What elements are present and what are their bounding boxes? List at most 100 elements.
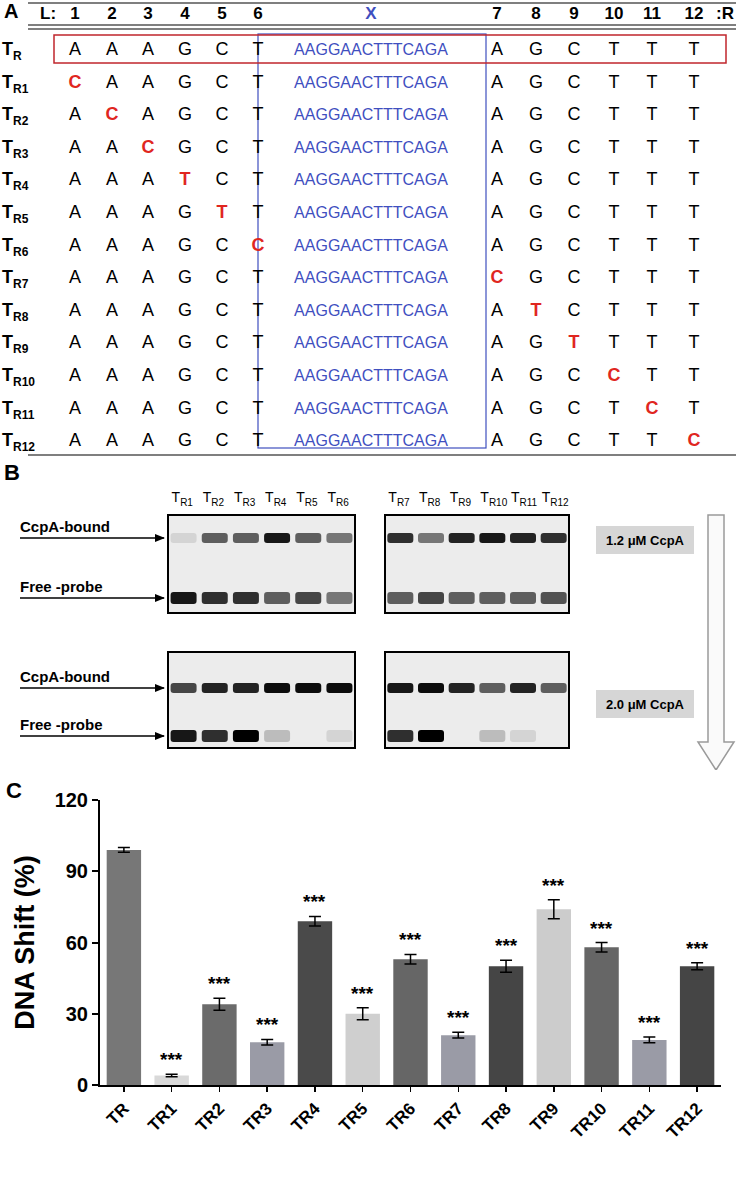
svg-text:T: T [647, 300, 658, 320]
svg-text:A: A [142, 235, 154, 255]
svg-text:3: 3 [143, 4, 152, 23]
svg-text:30: 30 [66, 1003, 88, 1025]
svg-text:A: A [106, 267, 118, 287]
svg-text:T: T [647, 39, 658, 59]
svg-text:T: T [689, 72, 700, 92]
svg-text:AAGGAACTTTCAGA: AAGGAACTTTCAGA [294, 334, 448, 351]
svg-text:TR7: TR7 [2, 267, 29, 291]
svg-text:C: C [568, 430, 581, 450]
svg-text:T: T [689, 137, 700, 157]
svg-text:***: *** [256, 1014, 279, 1035]
svg-text:G: G [529, 365, 543, 385]
svg-text:C: C [216, 104, 229, 124]
svg-text:T: T [253, 365, 264, 385]
svg-text:***: *** [399, 929, 422, 950]
svg-text:T: T [609, 169, 620, 189]
svg-text:T: T [253, 267, 264, 287]
svg-text:6: 6 [253, 4, 262, 23]
svg-text:A: A [491, 104, 503, 124]
svg-text:G: G [178, 72, 192, 92]
svg-text:G: G [178, 300, 192, 320]
svg-text:AAGGAACTTTCAGA: AAGGAACTTTCAGA [294, 106, 448, 123]
svg-text:A: A [69, 137, 81, 157]
svg-text:T: T [253, 202, 264, 222]
svg-text:T: T [609, 104, 620, 124]
svg-text:0: 0 [77, 1074, 88, 1096]
svg-text:A: A [491, 72, 503, 92]
svg-text:C: C [216, 235, 229, 255]
svg-text:A: A [142, 39, 154, 59]
svg-text:T: T [647, 72, 658, 92]
svg-text:T: T [689, 202, 700, 222]
svg-text:A: A [142, 202, 154, 222]
svg-text:G: G [178, 235, 192, 255]
svg-text:TR9: TR9 [2, 332, 29, 356]
svg-text:T: T [647, 235, 658, 255]
svg-text:T: T [253, 430, 264, 450]
svg-text:C: C [688, 430, 701, 450]
svg-text:G: G [529, 169, 543, 189]
svg-text:A: A [491, 365, 503, 385]
svg-text:AAGGAACTTTCAGA: AAGGAACTTTCAGA [294, 237, 448, 254]
svg-text:A: A [491, 398, 503, 418]
svg-text:9: 9 [569, 4, 578, 23]
svg-text:G: G [178, 365, 192, 385]
svg-text:TR1: TR1 [172, 489, 194, 508]
svg-text:A: A [106, 300, 118, 320]
svg-text:T: T [689, 267, 700, 287]
svg-text:TR2: TR2 [192, 1099, 228, 1135]
svg-text:A: A [142, 332, 154, 352]
svg-text:A: A [142, 104, 154, 124]
svg-text:G: G [529, 430, 543, 450]
svg-text:T: T [689, 39, 700, 59]
svg-text:G: G [178, 398, 192, 418]
svg-text:G: G [178, 104, 192, 124]
svg-text:C: C [491, 267, 504, 287]
svg-text:C: C [216, 39, 229, 59]
svg-text:11: 11 [643, 4, 661, 23]
svg-text:T: T [531, 300, 542, 320]
svg-text:A: A [106, 72, 118, 92]
svg-text:AAGGAACTTTCAGA: AAGGAACTTTCAGA [294, 302, 448, 319]
svg-text:TR12: TR12 [663, 1099, 706, 1142]
svg-text:TR4: TR4 [288, 1099, 325, 1136]
svg-text:B: B [4, 460, 20, 485]
svg-text:A: A [69, 332, 81, 352]
svg-text:T: T [253, 169, 264, 189]
svg-text:5: 5 [217, 4, 226, 23]
svg-text:T: T [253, 398, 264, 418]
svg-text:TR9: TR9 [526, 1099, 562, 1135]
svg-text:12: 12 [685, 4, 704, 23]
svg-text:AAGGAACTTTCAGA: AAGGAACTTTCAGA [294, 139, 448, 156]
svg-text:A: A [142, 398, 154, 418]
svg-text:AAGGAACTTTCAGA: AAGGAACTTTCAGA [294, 269, 448, 286]
svg-text:A: A [142, 72, 154, 92]
svg-text:A: A [106, 235, 118, 255]
svg-text:***: *** [590, 918, 613, 939]
svg-text:T: T [647, 202, 658, 222]
svg-text:A: A [142, 365, 154, 385]
svg-text:A: A [142, 267, 154, 287]
svg-text:C: C [216, 398, 229, 418]
svg-text:A: A [491, 137, 503, 157]
svg-text:***: *** [495, 935, 518, 956]
svg-text:CcpA-bound: CcpA-bound [20, 668, 110, 685]
svg-text:C: C [216, 169, 229, 189]
svg-text:TR10: TR10 [2, 365, 35, 389]
svg-text:A: A [142, 430, 154, 450]
svg-text:AAGGAACTTTCAGA: AAGGAACTTTCAGA [294, 400, 448, 417]
svg-text:T: T [217, 202, 228, 222]
svg-text:G: G [529, 235, 543, 255]
svg-text:T: T [253, 104, 264, 124]
svg-text:TR7: TR7 [388, 489, 410, 508]
svg-text:A: A [106, 137, 118, 157]
svg-text:AAGGAACTTTCAGA: AAGGAACTTTCAGA [294, 74, 448, 91]
svg-text:G: G [529, 137, 543, 157]
svg-text:C: C [568, 235, 581, 255]
svg-text:A: A [69, 202, 81, 222]
svg-text:A: A [69, 104, 81, 124]
svg-text:TR5: TR5 [296, 489, 318, 508]
svg-text:T: T [609, 235, 620, 255]
svg-text:***: *** [638, 1012, 661, 1033]
svg-text:***: *** [686, 938, 709, 959]
